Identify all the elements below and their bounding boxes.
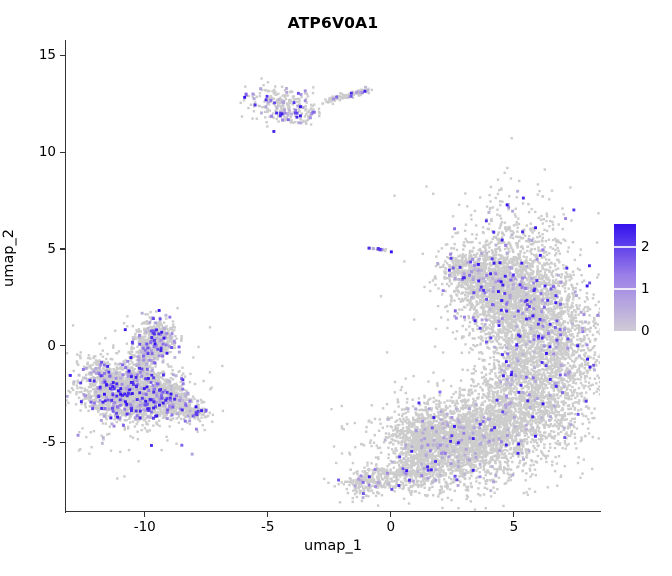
x-tick-mark — [390, 512, 392, 517]
x-tick-mark — [267, 512, 269, 517]
colorbar-tick-label: 0 — [641, 323, 650, 339]
colorbar-gradient — [614, 224, 636, 331]
colorbar-tick-mark — [614, 246, 636, 248]
x-tick-mark — [144, 512, 146, 517]
colorbar-tick-label: 2 — [641, 239, 650, 256]
x-tick-label: 5 — [509, 519, 519, 535]
y-tick-mark — [60, 151, 65, 153]
x-axis-title: umap_1 — [304, 538, 362, 554]
y-tick-mark — [60, 248, 65, 250]
colorbar-tick-label: 1 — [641, 281, 650, 298]
y-tick-label: -5 — [42, 434, 56, 451]
y-tick-mark — [60, 54, 65, 57]
colorbar-legend: 0 1 2 — [614, 224, 650, 339]
y-axis-title: umap_2 — [1, 229, 17, 287]
y-tick-label: 10 — [38, 144, 56, 161]
y-tick-mark — [60, 345, 65, 347]
y-tick-mark — [60, 441, 65, 443]
y-tick-label: 15 — [38, 47, 56, 64]
colorbar-tick-mark — [614, 288, 636, 290]
x-tick-mark — [513, 512, 515, 517]
y-tick-label: 0 — [47, 337, 56, 354]
x-tick-label: -10 — [133, 519, 156, 535]
x-axis-line — [65, 511, 601, 513]
y-tick-label: 5 — [47, 240, 56, 257]
page-title: ATP6V0A1 — [287, 14, 379, 32]
y-axis-line — [65, 40, 67, 513]
scatter-panel — [66, 40, 600, 512]
x-tick-label: 0 — [386, 519, 396, 535]
x-tick-label: -5 — [261, 519, 275, 535]
scatter-points-layer — [66, 77, 600, 512]
